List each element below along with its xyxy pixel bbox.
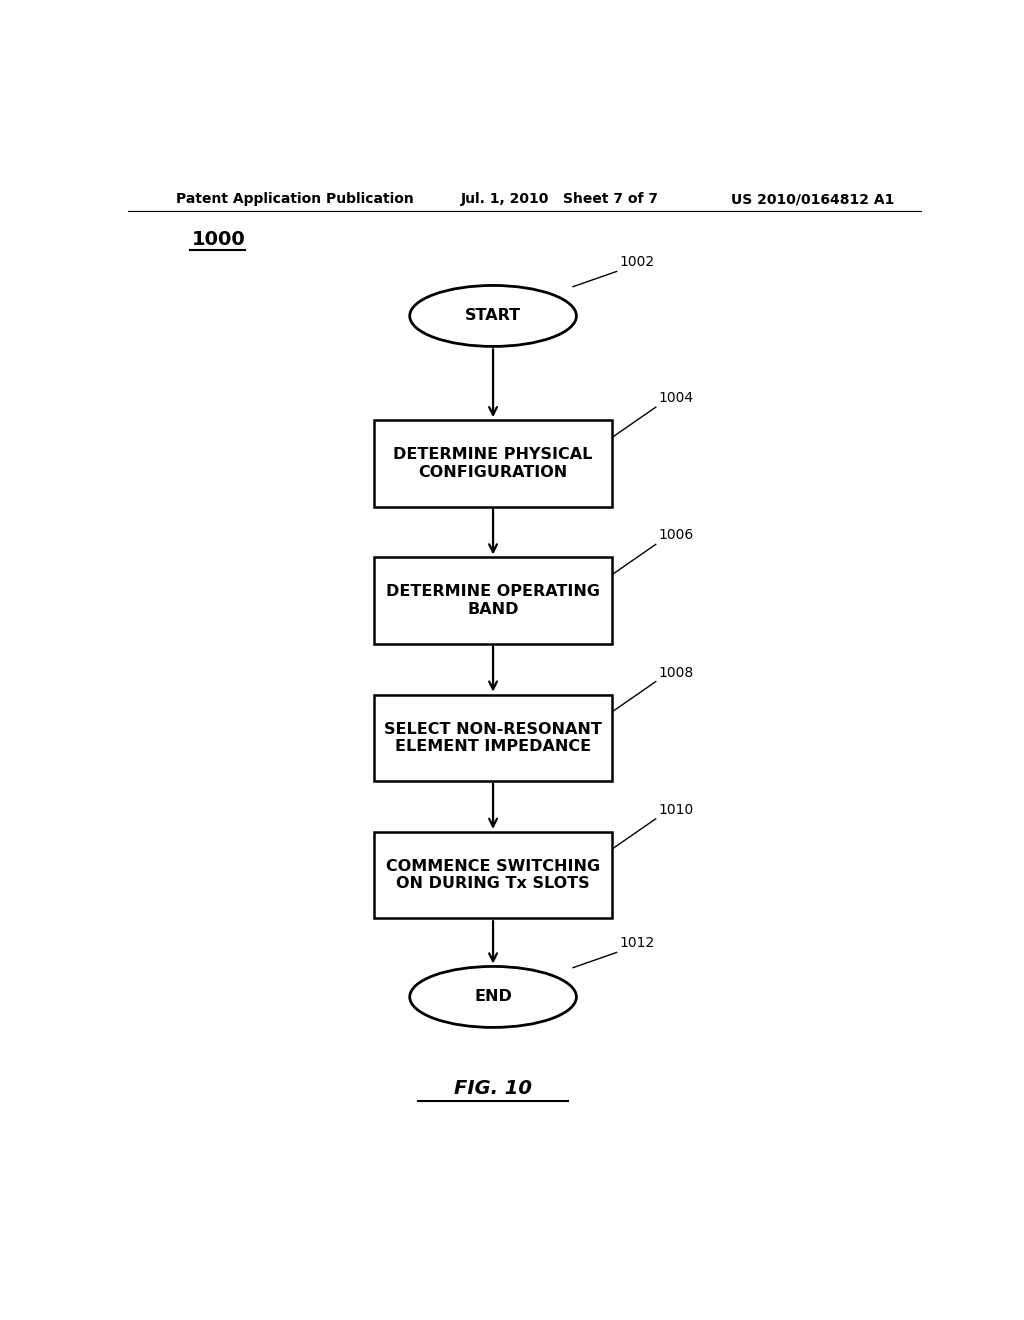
Text: SELECT NON-RESONANT
ELEMENT IMPEDANCE: SELECT NON-RESONANT ELEMENT IMPEDANCE (384, 722, 602, 754)
Text: END: END (474, 990, 512, 1005)
Text: COMMENCE SWITCHING
ON DURING Tx SLOTS: COMMENCE SWITCHING ON DURING Tx SLOTS (386, 859, 600, 891)
FancyBboxPatch shape (374, 694, 612, 781)
Ellipse shape (410, 966, 577, 1027)
FancyBboxPatch shape (374, 832, 612, 919)
Text: 1006: 1006 (658, 528, 694, 543)
Text: 1002: 1002 (620, 255, 655, 269)
Text: Patent Application Publication: Patent Application Publication (176, 191, 414, 206)
Text: FIG. 10: FIG. 10 (454, 1078, 532, 1098)
Text: Jul. 1, 2010   Sheet 7 of 7: Jul. 1, 2010 Sheet 7 of 7 (461, 191, 659, 206)
FancyBboxPatch shape (374, 557, 612, 644)
FancyBboxPatch shape (374, 420, 612, 507)
Text: 1012: 1012 (620, 936, 655, 950)
Text: 1000: 1000 (191, 230, 245, 249)
Text: DETERMINE PHYSICAL
CONFIGURATION: DETERMINE PHYSICAL CONFIGURATION (393, 447, 593, 479)
Text: 1010: 1010 (658, 803, 694, 817)
Text: US 2010/0164812 A1: US 2010/0164812 A1 (731, 191, 895, 206)
Ellipse shape (410, 285, 577, 346)
Text: 1004: 1004 (658, 391, 694, 405)
Text: DETERMINE OPERATING
BAND: DETERMINE OPERATING BAND (386, 585, 600, 616)
Text: START: START (465, 309, 521, 323)
Text: 1008: 1008 (658, 665, 694, 680)
